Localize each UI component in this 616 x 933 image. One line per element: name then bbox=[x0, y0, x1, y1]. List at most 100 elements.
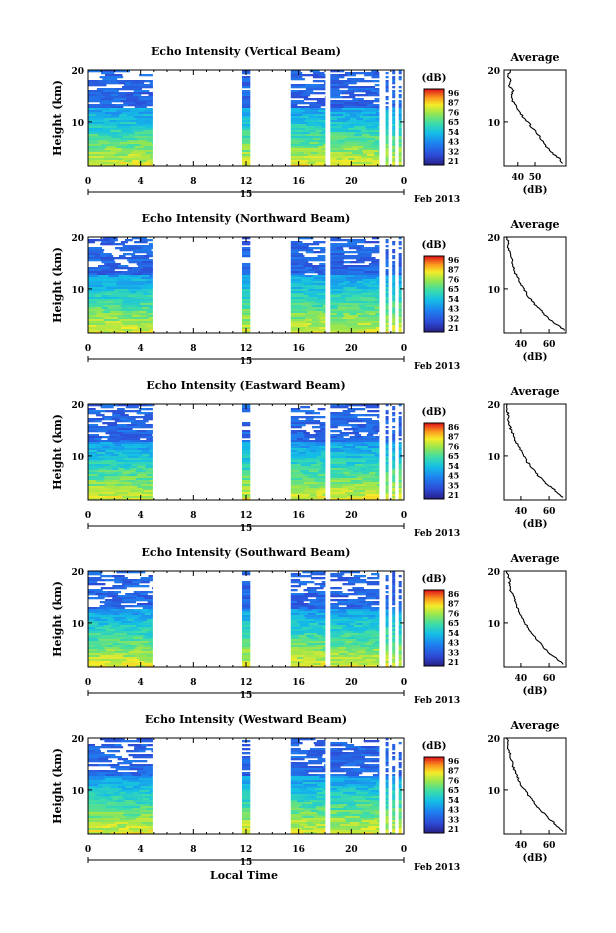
heatmap-cell bbox=[88, 448, 101, 450]
heatmap-cell bbox=[342, 158, 348, 160]
heatmap-cell bbox=[137, 257, 150, 259]
heatmap-cell bbox=[242, 752, 250, 754]
heatmap-cell bbox=[120, 776, 136, 778]
heatmap-cell bbox=[392, 301, 395, 303]
average-y-tick-label: 20 bbox=[487, 735, 500, 745]
heatmap-cell bbox=[300, 94, 310, 96]
heatmap-cell bbox=[291, 796, 300, 798]
heatmap-cell bbox=[314, 816, 326, 818]
heatmap-cell bbox=[346, 828, 362, 830]
heatmap-cell bbox=[137, 643, 144, 645]
heatmap-cell bbox=[392, 456, 395, 458]
heatmap-cell bbox=[104, 118, 121, 120]
heatmap-cell bbox=[344, 633, 359, 635]
heatmap-cell bbox=[386, 291, 389, 293]
heatmap-cell bbox=[392, 482, 395, 484]
heatmap-cell bbox=[330, 820, 346, 822]
heatmap-cell bbox=[371, 754, 379, 756]
heatmap-cell bbox=[386, 450, 389, 452]
heatmap-cell bbox=[147, 595, 153, 597]
heatmap-cell bbox=[88, 152, 103, 154]
y-tick-label: 10 bbox=[71, 286, 84, 296]
heatmap-cell bbox=[330, 142, 345, 144]
heatmap-cell bbox=[149, 442, 153, 444]
heatmap-cell bbox=[242, 744, 250, 746]
heatmap-cell bbox=[120, 818, 136, 820]
heatmap-cell bbox=[341, 448, 352, 450]
heatmap-cell bbox=[297, 130, 304, 132]
heatmap-cell bbox=[342, 659, 354, 661]
heatmap-cell bbox=[291, 647, 299, 649]
heatmap-cell bbox=[376, 444, 380, 446]
heatmap-cell bbox=[392, 804, 395, 806]
heatmap-cell bbox=[113, 162, 120, 164]
heatmap-cell bbox=[299, 796, 308, 798]
heatmap-cell bbox=[386, 484, 389, 486]
heatmap-cell bbox=[148, 456, 153, 458]
heatmap-cell bbox=[355, 760, 364, 762]
heatmap-cell bbox=[392, 269, 395, 271]
heatmap-cell bbox=[330, 750, 342, 752]
heatmap-cell bbox=[366, 581, 380, 583]
heatmap-cell bbox=[242, 410, 250, 412]
date-label: Feb 2013 bbox=[414, 696, 460, 706]
heatmap-cell bbox=[392, 146, 395, 148]
heatmap-cell bbox=[386, 621, 389, 623]
colorbar-tick-label: 87 bbox=[448, 599, 459, 609]
heatmap-cell bbox=[354, 126, 366, 128]
heatmap-cell bbox=[373, 142, 379, 144]
heatmap-cell bbox=[360, 641, 368, 643]
heatmap-cell bbox=[304, 474, 311, 476]
heatmap-cell bbox=[146, 108, 153, 110]
heatmap-cell bbox=[128, 295, 135, 297]
heatmap-cell bbox=[343, 472, 350, 474]
heatmap-cell bbox=[386, 649, 389, 651]
heatmap-cell bbox=[112, 257, 125, 259]
heatmap-cell bbox=[336, 434, 343, 436]
heatmap-cell bbox=[337, 643, 344, 645]
average-x-tick-label: 40 bbox=[515, 340, 528, 350]
heatmap-cell bbox=[138, 436, 146, 438]
heatmap-cell bbox=[102, 307, 109, 309]
heatmap-cell bbox=[291, 494, 298, 496]
heatmap-cell bbox=[132, 792, 139, 794]
heatmap-cell bbox=[369, 259, 379, 261]
heatmap-cell bbox=[88, 114, 96, 116]
heatmap-cell bbox=[399, 784, 402, 786]
heatmap-cell bbox=[150, 629, 153, 631]
heatmap-cell bbox=[242, 253, 250, 255]
heatmap-cell bbox=[317, 800, 324, 802]
heatmap-cell bbox=[149, 641, 153, 643]
heatmap-cell bbox=[114, 581, 123, 583]
heatmap-cell bbox=[357, 476, 371, 478]
heatmap-cell bbox=[360, 86, 375, 88]
heatmap-cell bbox=[95, 420, 102, 422]
heatmap-cell bbox=[242, 814, 250, 816]
heatmap-cell bbox=[309, 814, 319, 816]
heatmap-cell bbox=[150, 156, 153, 158]
heatmap-cell bbox=[399, 140, 402, 142]
heatmap-cell bbox=[140, 806, 153, 808]
heatmap-cell bbox=[320, 770, 326, 772]
heatmap-cell bbox=[291, 273, 305, 275]
heatmap-cell bbox=[97, 80, 107, 82]
heatmap-cell bbox=[337, 617, 344, 619]
heatmap-cell bbox=[242, 623, 250, 625]
heatmap-cell bbox=[358, 466, 368, 468]
heatmap-cell bbox=[127, 794, 135, 796]
heatmap-cell bbox=[360, 307, 368, 309]
heatmap-cell bbox=[386, 754, 389, 756]
heatmap-cell bbox=[131, 142, 142, 144]
heatmap-cell bbox=[343, 826, 356, 828]
heatmap-cell bbox=[322, 790, 325, 792]
heatmap-cell bbox=[363, 295, 374, 297]
heatmap-cell bbox=[316, 102, 325, 104]
heatmap-cell bbox=[375, 84, 380, 86]
x-tick-label: 8 bbox=[190, 344, 196, 354]
heatmap-cell bbox=[309, 142, 319, 144]
heatmap-cell bbox=[364, 496, 380, 498]
heatmap-cell bbox=[303, 309, 316, 311]
heatmap-cell bbox=[320, 132, 326, 134]
average-x-tick-label: 40 bbox=[515, 507, 528, 517]
heatmap-cell bbox=[322, 450, 325, 452]
